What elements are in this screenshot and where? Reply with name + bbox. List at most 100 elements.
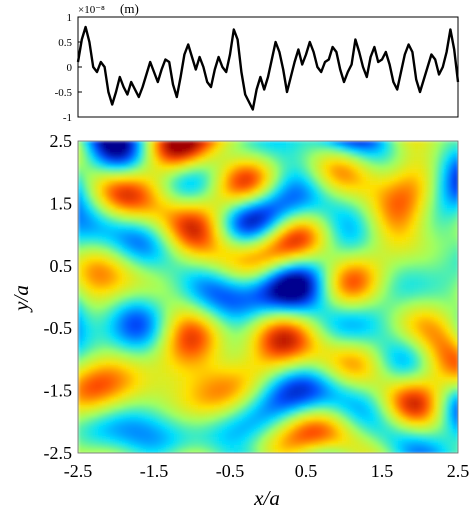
heatmap-cell: [402, 225, 407, 230]
heatmap-cell: [78, 169, 83, 174]
heatmap-cell: [394, 197, 399, 202]
heatmap-cell: [210, 233, 215, 238]
heatmap-cell: [218, 289, 223, 294]
heatmap-cell: [398, 169, 403, 174]
heatmap-cell: [94, 209, 99, 214]
heatmap-cell: [402, 317, 407, 322]
heatmap-cell: [374, 221, 379, 226]
heatmap-cell: [286, 153, 291, 158]
heatmap-cell: [138, 261, 143, 266]
heatmap-cell: [170, 341, 175, 346]
heatmap-cell: [274, 201, 279, 206]
heatmap-cell: [198, 189, 203, 194]
heatmap-cell: [218, 245, 223, 250]
heatmap-cell: [130, 253, 135, 258]
heatmap-cell: [178, 185, 183, 190]
heatmap-cell: [182, 277, 187, 282]
heatmap-cell: [334, 257, 339, 262]
heatmap-cell: [370, 185, 375, 190]
heatmap-cell: [402, 253, 407, 258]
heatmap-cell: [206, 245, 211, 250]
heatmap-cell: [262, 289, 267, 294]
heatmap-cell: [130, 265, 135, 270]
heatmap-cell: [206, 277, 211, 282]
heatmap-cell: [230, 149, 235, 154]
heatmap-cell: [122, 165, 127, 170]
heatmap-cell: [222, 213, 227, 218]
heatmap-cell: [214, 281, 219, 286]
heatmap-cell: [134, 221, 139, 226]
heatmap-cell: [454, 193, 458, 198]
heatmap-cell: [278, 337, 283, 342]
heatmap-cell: [302, 213, 307, 218]
heatmap-cell: [322, 149, 327, 154]
heatmap-cell: [210, 261, 215, 266]
heatmap-cell: [150, 317, 155, 322]
heatmap-cell: [82, 325, 87, 330]
heatmap-cell: [258, 281, 263, 286]
heatmap-cell: [258, 205, 263, 210]
heatmap-cell: [202, 261, 207, 266]
profile-y-ticks: 10.50-0.5-1: [55, 12, 82, 124]
heatmap-cell: [198, 253, 203, 258]
heatmap-cell: [286, 209, 291, 214]
heatmap-cell: [406, 293, 411, 298]
heatmap-cell: [410, 329, 415, 334]
heatmap-cell: [374, 293, 379, 298]
heatmap-cell: [78, 149, 83, 154]
heatmap-cell: [174, 177, 179, 182]
heatmap-cell: [350, 153, 355, 158]
heatmap-cell: [126, 265, 131, 270]
heatmap-cell: [190, 329, 195, 334]
heatmap-cell: [362, 313, 367, 318]
heatmap-cell: [182, 345, 187, 350]
heatmap-cell: [234, 165, 239, 170]
heatmap-cell: [230, 185, 235, 190]
heatmap-cell: [314, 293, 319, 298]
heatmap-cell: [242, 253, 247, 258]
heatmap-cell: [338, 141, 343, 146]
heatmap-cell: [194, 345, 199, 350]
heatmap-cell: [114, 245, 119, 250]
heatmap-cell: [150, 241, 155, 246]
heatmap-cell: [174, 193, 179, 198]
heatmap-cell: [170, 313, 175, 318]
heatmap-cell: [222, 181, 227, 186]
heatmap-cell: [362, 281, 367, 286]
heatmap-cell: [310, 329, 315, 334]
heatmap-cell: [154, 153, 159, 158]
heatmap-cell: [290, 285, 295, 290]
heatmap-cell: [78, 349, 83, 354]
heatmap-cell: [254, 281, 259, 286]
heatmap-cell: [314, 253, 319, 258]
heatmap-cell: [242, 281, 247, 286]
heatmap-cell: [214, 153, 219, 158]
heatmap-cell: [182, 281, 187, 286]
heatmap-cell: [342, 189, 347, 194]
heatmap-cell: [142, 257, 147, 262]
heatmap-cell: [118, 329, 123, 334]
heatmap-cell: [294, 313, 299, 318]
heatmap-cell: [110, 325, 115, 330]
heatmap-cell: [450, 157, 455, 162]
heatmap-cell: [218, 341, 223, 346]
heatmap-cell: [238, 265, 243, 270]
heatmap-cell: [446, 193, 451, 198]
heatmap-cell: [430, 253, 435, 258]
heatmap-cell: [138, 157, 143, 162]
heatmap-cell: [102, 297, 107, 302]
heatmap-cell: [246, 273, 251, 278]
heatmap-cell: [306, 209, 311, 214]
heatmap-cell: [174, 181, 179, 186]
heatmap-cell: [390, 249, 395, 254]
heatmap-cell: [222, 237, 227, 242]
heatmap-cell: [326, 269, 331, 274]
heatmap-cell: [166, 245, 171, 250]
heatmap-cell: [106, 329, 111, 334]
heatmap-cell: [182, 273, 187, 278]
heatmap-cell: [202, 165, 207, 170]
heatmap-cell: [154, 205, 159, 210]
heatmap-cell: [142, 209, 147, 214]
heatmap-cell: [426, 289, 431, 294]
heatmap-cell: [306, 241, 311, 246]
